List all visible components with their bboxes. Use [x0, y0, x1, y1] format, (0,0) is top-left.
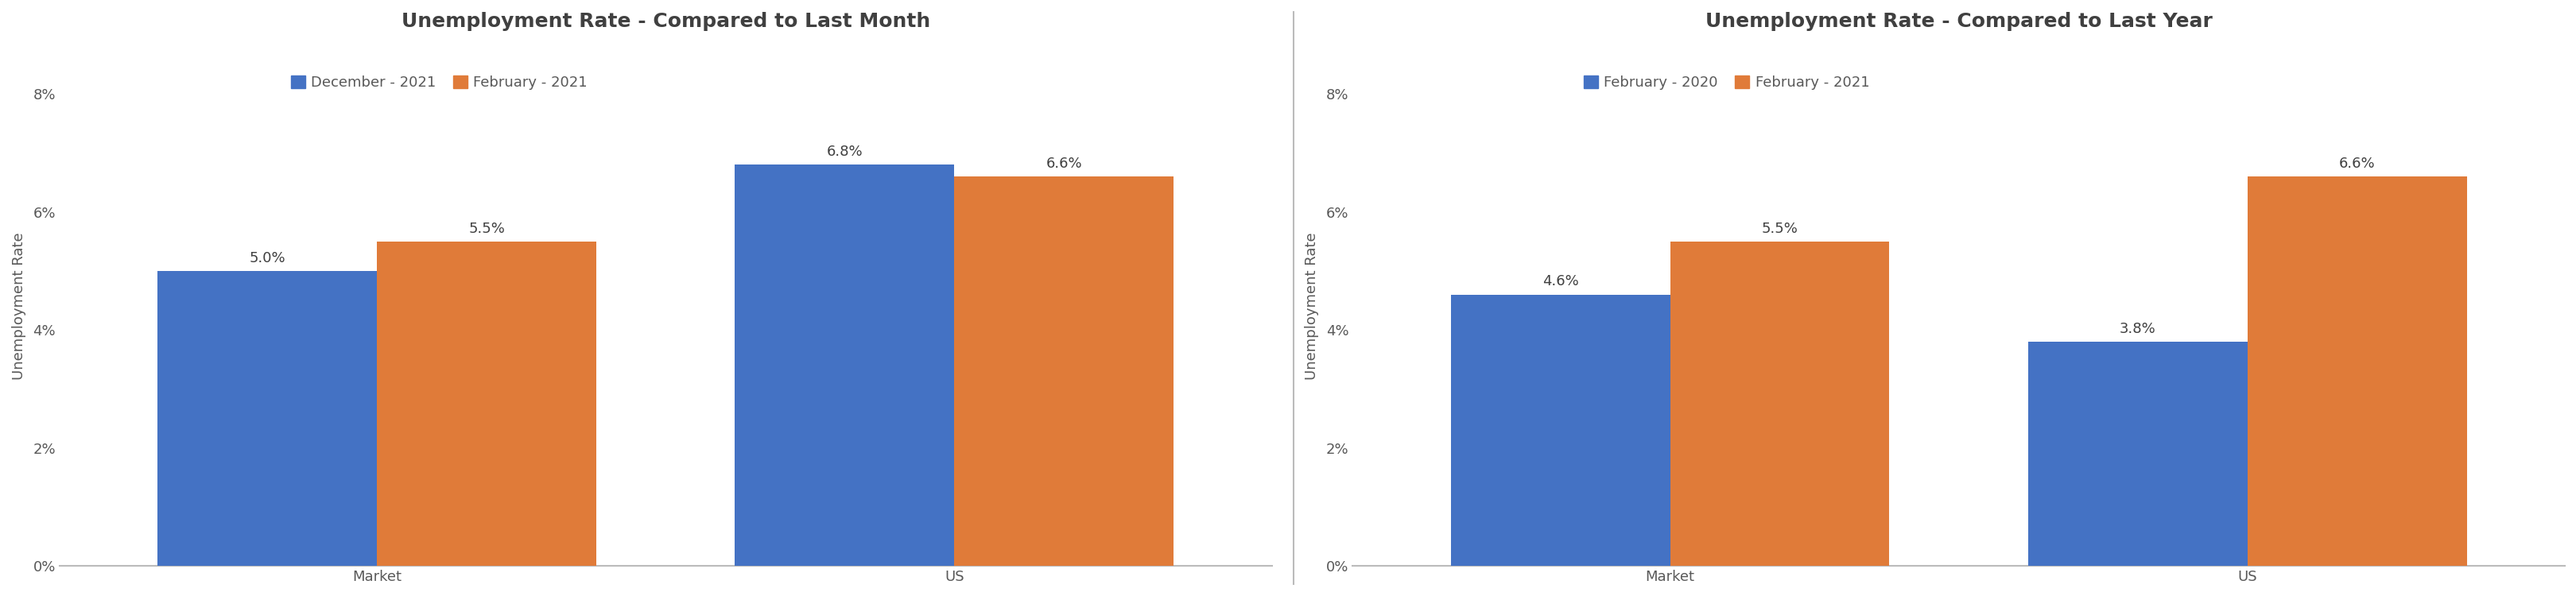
Bar	[953, 176, 1172, 566]
Text: 6.8%: 6.8%	[827, 145, 863, 159]
Bar	[376, 241, 595, 566]
Bar	[2027, 342, 2246, 566]
Text: 5.5%: 5.5%	[469, 221, 505, 235]
Legend: December - 2021, February - 2021: December - 2021, February - 2021	[286, 70, 592, 95]
Bar	[1669, 241, 1888, 566]
Text: 6.6%: 6.6%	[1046, 156, 1082, 170]
Text: 3.8%: 3.8%	[2120, 322, 2156, 336]
Bar	[734, 165, 953, 566]
Text: 6.6%: 6.6%	[2339, 156, 2375, 170]
Bar	[2246, 176, 2465, 566]
Legend: February - 2020, February - 2021: February - 2020, February - 2021	[1577, 70, 1875, 95]
Text: 4.6%: 4.6%	[1540, 274, 1579, 288]
Title: Unemployment Rate - Compared to Last Year: Unemployment Rate - Compared to Last Yea…	[1705, 12, 2213, 31]
Bar	[157, 271, 376, 566]
Text: 5.0%: 5.0%	[250, 251, 286, 265]
Title: Unemployment Rate - Compared to Last Month: Unemployment Rate - Compared to Last Mon…	[402, 12, 930, 31]
Y-axis label: Unemployment Rate: Unemployment Rate	[1303, 232, 1319, 380]
Bar	[1450, 294, 1669, 566]
Y-axis label: Unemployment Rate: Unemployment Rate	[13, 232, 26, 380]
Text: 5.5%: 5.5%	[1762, 221, 1798, 235]
